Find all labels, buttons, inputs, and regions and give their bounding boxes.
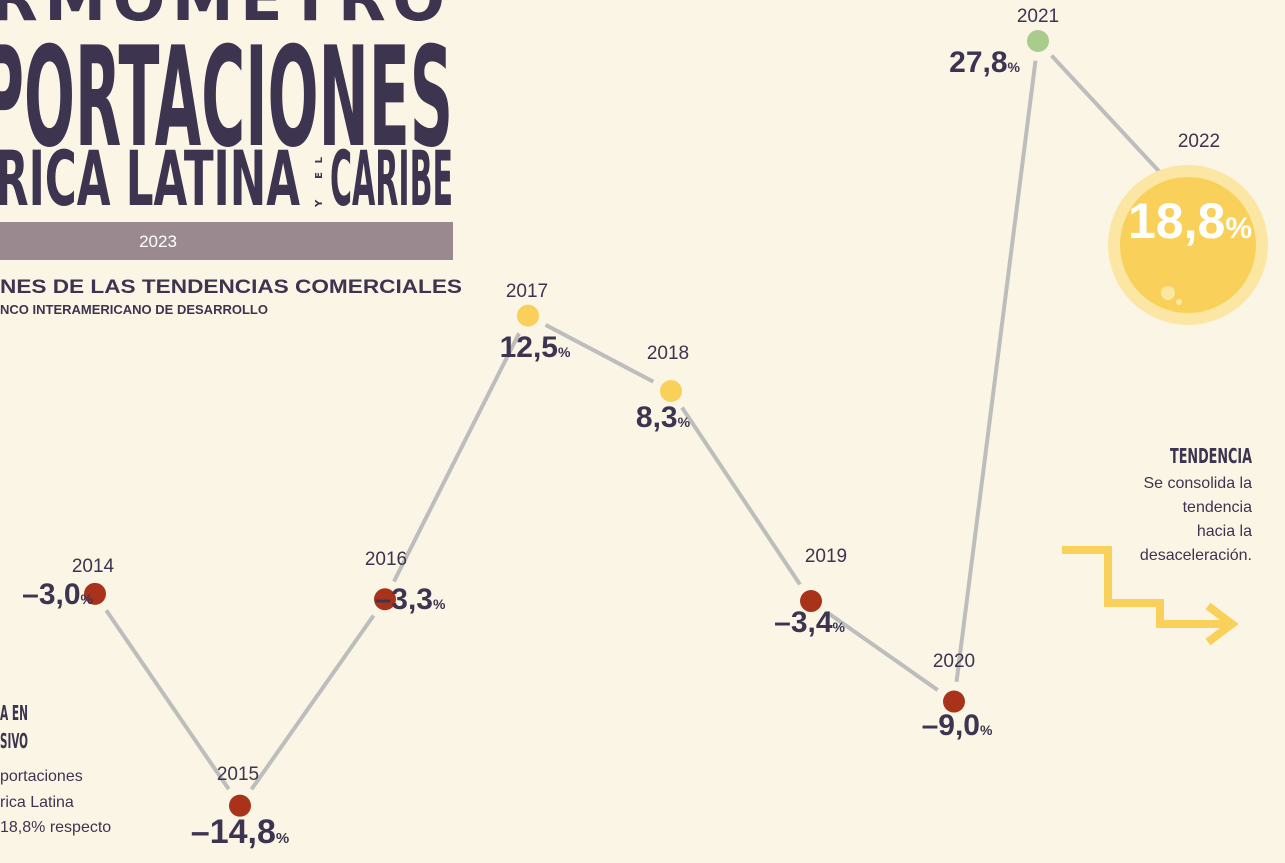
plot: 2014–3,0% 2015 –14,8% 2016 –3,3% 2017 12,5% 201…	[22, 6, 1268, 851]
note-text: Se consolida la	[1143, 475, 1252, 492]
value-label: –3,3%	[375, 583, 446, 616]
value-label: –3,0%	[22, 578, 93, 611]
value-label: –14,8%	[191, 813, 289, 851]
title-top: RMÓMETRO	[0, 0, 445, 35]
title-region: RICA LATINA	[0, 134, 300, 223]
note-text: tendencia	[1183, 499, 1252, 516]
point	[84, 582, 106, 605]
value-label: –3,4%	[774, 606, 845, 639]
year-label: 2014	[72, 556, 115, 577]
year-label: 2020	[933, 651, 975, 672]
note-title: A EN	[0, 701, 28, 725]
year-label: 2016	[365, 549, 407, 570]
note-text: rica Latina	[0, 794, 74, 811]
year-label: 2022	[1178, 131, 1220, 152]
year-label: 2019	[805, 546, 847, 567]
value-label: –9,0%	[922, 709, 993, 742]
value-label: 27,8%	[949, 46, 1020, 79]
title-main: PORTACIONES	[0, 17, 453, 178]
note-title: TENDENCIA	[1170, 444, 1252, 468]
year-bar	[0, 222, 453, 260]
bubble-deco	[1176, 299, 1182, 305]
point	[1120, 177, 1256, 313]
point	[1027, 29, 1049, 52]
year-label: 2015	[217, 764, 259, 785]
point	[229, 794, 251, 817]
bubble-deco	[1161, 286, 1175, 300]
note-title: SIVO	[0, 729, 28, 753]
value-label: 18,8%	[1128, 193, 1252, 249]
subtitle: NES DE LAS TENDENCIAS COMERCIALES	[0, 277, 462, 298]
year-label: 2021	[1017, 6, 1059, 27]
year: 2023	[139, 232, 177, 251]
note-text: portaciones	[0, 768, 83, 785]
year-label: 2018	[647, 343, 689, 364]
point	[943, 690, 965, 713]
point	[660, 380, 682, 403]
title-region-end: CARIBE	[330, 134, 453, 223]
note-text: hacia la	[1197, 523, 1252, 540]
value-label: 12,5%	[500, 331, 571, 364]
year-label: 2017	[506, 281, 548, 302]
note-text: 18,8% respecto	[0, 819, 111, 836]
trend-arrow-head	[1205, 602, 1239, 646]
point	[374, 588, 396, 611]
trend-arrow	[1062, 546, 1228, 628]
note-text: desaceleración.	[1140, 547, 1252, 564]
source: NCO INTERAMERICANO DE DESARROLLO	[0, 302, 268, 317]
point	[517, 304, 539, 327]
point	[800, 590, 822, 613]
value-label: 8,3%	[636, 401, 691, 434]
